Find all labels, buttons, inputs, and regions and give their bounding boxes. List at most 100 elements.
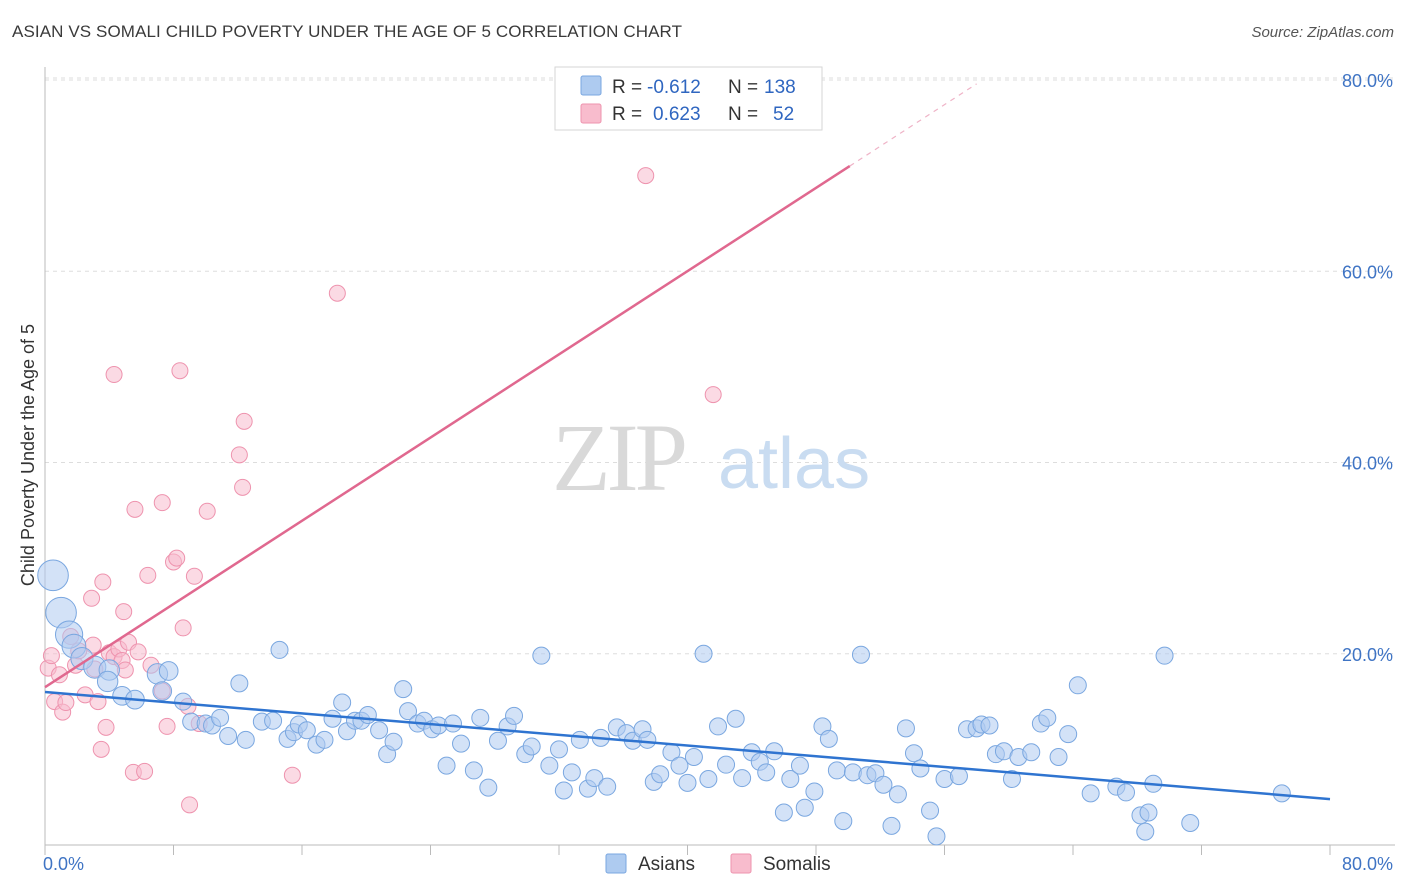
asian-point <box>158 661 179 681</box>
asian-point <box>709 717 728 736</box>
asian-point <box>911 759 930 778</box>
asian-point <box>562 763 581 782</box>
somali-point <box>158 717 176 735</box>
y-tick-label: 60.0% <box>1342 262 1393 282</box>
somali-point <box>234 478 252 496</box>
watermark-atlas: atlas <box>718 424 870 504</box>
asian-point <box>757 763 776 782</box>
somali-point <box>704 386 722 404</box>
asian-point <box>651 765 670 784</box>
asian-point <box>1139 803 1158 822</box>
asian-point <box>827 761 846 780</box>
somali-point <box>92 740 110 758</box>
somali-point <box>230 446 248 464</box>
watermark: ZIP atlas <box>552 404 870 511</box>
somali-point <box>153 494 171 512</box>
asian-trend-line <box>44 690 1331 801</box>
asian-point <box>358 705 377 724</box>
legend-asian-r-label: R = <box>612 77 642 98</box>
asian-point <box>790 756 809 775</box>
somali-point <box>97 718 115 736</box>
x-tick-label-max: 80.0% <box>1342 854 1393 874</box>
asian-point <box>219 726 238 745</box>
legend-swatch-asian <box>580 75 602 96</box>
asian-point <box>726 709 745 728</box>
asian-point <box>522 737 541 756</box>
asian-point <box>270 640 289 659</box>
asian-point <box>774 803 793 822</box>
asian-point <box>554 781 573 800</box>
somali-point <box>115 603 133 621</box>
y-axis-label: Child Poverty Under the Age of 5 <box>18 324 38 586</box>
asian-point <box>211 708 230 727</box>
legend-somali-r-label: R = <box>612 104 642 125</box>
legend-somali-n-label: N = <box>728 104 758 125</box>
asian-point <box>370 721 389 740</box>
asian-point <box>874 775 893 794</box>
asian-point <box>479 778 498 797</box>
asian-point <box>452 734 471 753</box>
asian-point <box>1049 748 1068 767</box>
somali-point <box>185 567 203 585</box>
asian-point <box>437 756 456 775</box>
legend-asian-n-label: N = <box>728 77 758 98</box>
correlation-legend: R = -0.612 N = 138 R = 0.623 N = 52 <box>554 66 823 131</box>
legend-somali-n-value: 52 <box>773 104 794 125</box>
asian-point <box>152 681 173 701</box>
somali-point <box>42 647 60 665</box>
asian-point <box>394 680 413 699</box>
asian-point <box>733 769 752 788</box>
asian-point <box>678 773 697 792</box>
y-tick-label: 20.0% <box>1342 645 1393 665</box>
asian-point <box>598 777 617 796</box>
bottom-legend-swatch-asian <box>605 853 627 874</box>
asian-point <box>921 801 940 820</box>
asian-point <box>174 692 193 711</box>
asian-point <box>670 756 689 775</box>
x-tick-label-min: 0.0% <box>43 854 84 874</box>
trend-lines <box>44 83 1331 801</box>
asian-point <box>540 756 559 775</box>
somali-point <box>83 589 101 607</box>
asian-point <box>949 767 968 786</box>
somali-point <box>139 566 157 584</box>
asian-point <box>96 670 119 693</box>
asian-point <box>805 782 824 801</box>
asian-point <box>1059 725 1078 744</box>
asian-point <box>819 729 838 748</box>
asian-point <box>896 719 915 738</box>
asian-point <box>980 716 999 735</box>
asian-point <box>904 744 923 763</box>
asian-point <box>888 785 907 804</box>
asian-point <box>717 755 736 774</box>
asian-point <box>694 644 713 663</box>
watermark-zip: ZIP <box>552 404 685 511</box>
bottom-legend-asian: Asians <box>638 854 695 875</box>
asian-point <box>471 708 490 727</box>
somali-point <box>174 619 192 637</box>
asian-point <box>1181 814 1200 833</box>
asian-point <box>1117 783 1136 802</box>
asian-point <box>37 559 69 592</box>
asian-point <box>585 769 604 788</box>
asian-point <box>443 714 462 733</box>
bottom-legend-somali: Somalis <box>763 854 831 875</box>
legend-asian-r-value: -0.612 <box>647 77 701 98</box>
source-label: Source: ZipAtlas.com <box>1251 24 1394 41</box>
asian-point <box>550 740 568 759</box>
asian-point <box>230 674 249 693</box>
asian-point <box>1002 770 1021 789</box>
somali-point <box>181 796 199 814</box>
chart-title: ASIAN VS SOMALI CHILD POVERTY UNDER THE … <box>12 22 683 41</box>
axes <box>44 67 1395 855</box>
somali-point <box>136 762 154 780</box>
tick-labels: 20.0% 40.0% 60.0% 80.0% 0.0% 80.0% <box>43 71 1393 874</box>
asian-point <box>882 816 901 835</box>
somali-point <box>198 502 216 520</box>
asian-point <box>1038 708 1057 727</box>
asian-point <box>781 770 800 789</box>
somali-point <box>57 694 75 712</box>
asian-point <box>264 711 283 730</box>
somali-point <box>235 412 253 430</box>
